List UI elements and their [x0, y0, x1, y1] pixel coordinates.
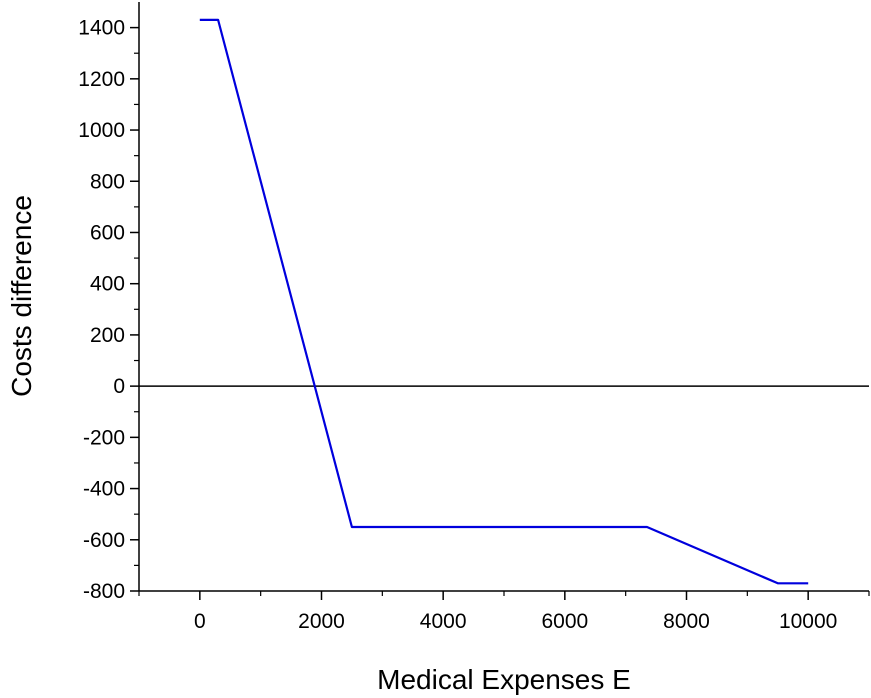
x-tick-label: 0 — [194, 610, 206, 633]
y-tick-label: 1400 — [78, 17, 125, 40]
y-tick-label: 1000 — [78, 119, 125, 142]
y-tick-label: 200 — [90, 324, 125, 347]
y-axis-title: Costs difference — [6, 195, 37, 397]
y-tick-label: 1200 — [78, 68, 125, 91]
series — [139, 18, 869, 585]
series-line — [199, 18, 809, 585]
tick-labels: -800 -600 -400 -200 0 200 400 600 800 1000 1200 140… — [78, 17, 837, 633]
y-tick-label: 400 — [90, 273, 125, 296]
x-tick-label: 4000 — [420, 610, 467, 633]
x-tick-label: 6000 — [541, 610, 588, 633]
axes — [138, 2, 869, 592]
x-axis-title: Medical Expenses E — [377, 664, 631, 695]
ticks — [130, 26, 870, 600]
y-tick-label: 600 — [90, 221, 125, 244]
y-tick-label: -400 — [83, 478, 125, 501]
x-tick-label: 2000 — [298, 610, 345, 633]
y-tick-label: 800 — [90, 170, 125, 193]
y-tick-label: 0 — [113, 375, 125, 398]
y-tick-label: -200 — [83, 426, 125, 449]
y-tick-label: -600 — [83, 529, 125, 552]
x-tick-label: 10000 — [779, 610, 837, 633]
x-tick-label: 8000 — [663, 610, 710, 633]
y-tick-label: -800 — [83, 580, 125, 603]
